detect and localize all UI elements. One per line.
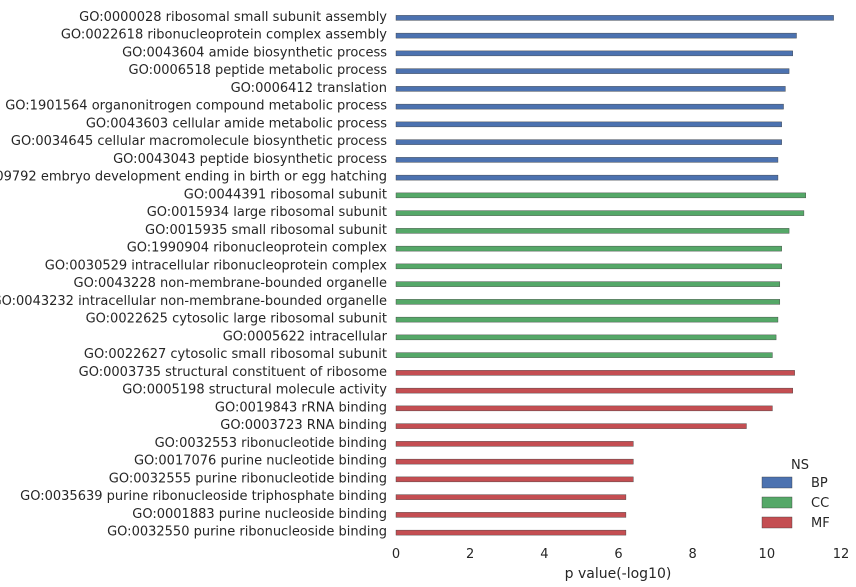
- category-label: GO:0015934 large ribosomal subunit: [147, 205, 387, 220]
- bar-bp: [395, 157, 779, 163]
- category-label: GO:0034645 cellular macromolecule biosyn…: [11, 134, 387, 149]
- category-label: GO:0032553 ribonucleotide binding: [155, 436, 387, 451]
- bar-bp: [395, 86, 786, 92]
- category-label: GO:0000028 ribosomal small subunit assem…: [79, 10, 387, 25]
- category-label: GO:0003735 structural constituent of rib…: [79, 365, 387, 380]
- bar-mf: [395, 423, 747, 429]
- legend-label-bp: BP: [811, 476, 828, 491]
- x-tick-label: 0: [392, 547, 400, 562]
- bar-bp: [395, 139, 782, 145]
- bar-bp: [395, 121, 782, 128]
- category-label: GO:0043603 cellular amide metabolic proc…: [86, 116, 387, 131]
- legend-swatch-cc: [761, 496, 793, 509]
- legend-label-cc: CC: [811, 496, 829, 511]
- category-label: GO:1901564 organonitrogen compound metab…: [5, 99, 387, 114]
- x-tick-label: 4: [540, 547, 548, 562]
- bar-cc: [395, 245, 782, 252]
- legend: NS BP CC MF: [761, 458, 830, 531]
- category-label: GO:0017076 purine nucleotide binding: [134, 454, 387, 469]
- bar-mf: [395, 387, 793, 394]
- x-tick-label: 6: [614, 547, 622, 562]
- legend-title: NS: [791, 458, 809, 473]
- bar-cc: [395, 228, 790, 234]
- category-label: GO:0001883 purine nucleoside binding: [132, 507, 387, 522]
- bar-mf: [395, 512, 627, 518]
- x-axis: 0 2 4 6 8 10 12: [392, 547, 849, 562]
- bar-bp: [395, 15, 834, 21]
- legend-swatch-mf: [761, 516, 793, 529]
- bar-bp: [395, 50, 793, 57]
- bar-cc: [395, 316, 779, 323]
- category-label: GO:0032550 purine ribonucleoside binding: [107, 525, 387, 540]
- bar-mf: [395, 476, 634, 483]
- bar-cc: [395, 299, 781, 305]
- category-label: GO:0019843 rRNA binding: [215, 400, 387, 415]
- bar-cc: [395, 281, 781, 287]
- x-tick-label: 12: [833, 547, 850, 562]
- bar-mf: [395, 529, 627, 536]
- category-label: GO:0009792 embryo development ending in …: [0, 170, 387, 185]
- category-label: GO:0022627 cytosolic small ribosomal sub…: [84, 347, 387, 362]
- bar-cc: [395, 192, 806, 199]
- category-label: GO:0043228 non-membrane-bounded organell…: [74, 276, 388, 291]
- category-labels: GO:0000028 ribosomal small subunit assem…: [0, 10, 388, 540]
- category-label: GO:0022625 cytosolic large ribosomal sub…: [86, 312, 387, 327]
- bar-cc: [395, 352, 773, 358]
- category-label: GO:0015935 small ribosomal subunit: [145, 223, 387, 238]
- x-axis-label: p value(-log10): [565, 566, 672, 582]
- bar-mf: [395, 405, 773, 412]
- category-label: GO:0043232 intracellular non-membrane-bo…: [0, 294, 387, 309]
- bar-bp: [395, 174, 779, 181]
- x-tick-label: 2: [466, 547, 474, 562]
- category-label: GO:0032555 purine ribonucleotide binding: [109, 471, 387, 486]
- category-label: GO:0022618 ribonucleoprotein complex ass…: [61, 28, 387, 43]
- bar-cc: [395, 210, 805, 216]
- category-label: GO:0035639 purine ribonucleoside triphos…: [20, 489, 387, 504]
- category-label: GO:0043604 amide biosynthetic process: [122, 45, 387, 60]
- bar-mf: [395, 458, 634, 465]
- category-label: GO:0044391 ribosomal subunit: [184, 187, 387, 202]
- category-label: GO:0006412 translation: [231, 81, 387, 96]
- bars-layer: [395, 15, 834, 536]
- bar-mf: [395, 494, 627, 500]
- category-label: GO:0005622 intracellular: [223, 329, 388, 344]
- category-label: GO:1990904 ribonucleoprotein complex: [127, 241, 388, 256]
- legend-label-mf: MF: [811, 516, 830, 531]
- category-label: GO:0043043 peptide biosynthetic process: [113, 152, 387, 167]
- bar-cc: [395, 334, 777, 341]
- category-label: GO:0030529 intracellular ribonucleoprote…: [45, 258, 388, 273]
- category-label: GO:0006518 peptide metabolic process: [129, 63, 388, 78]
- x-tick-label: 8: [689, 547, 697, 562]
- category-label: GO:0003723 RNA binding: [220, 418, 387, 433]
- bar-bp: [395, 103, 784, 110]
- bar-mf: [395, 370, 795, 376]
- bar-cc: [395, 263, 782, 270]
- legend-swatch-bp: [761, 476, 793, 489]
- bar-mf: [395, 441, 634, 447]
- category-label: GO:0005198 structural molecule activity: [122, 383, 387, 398]
- bar-bp: [395, 68, 790, 74]
- bar-bp: [395, 32, 797, 39]
- x-tick-label: 10: [759, 547, 776, 562]
